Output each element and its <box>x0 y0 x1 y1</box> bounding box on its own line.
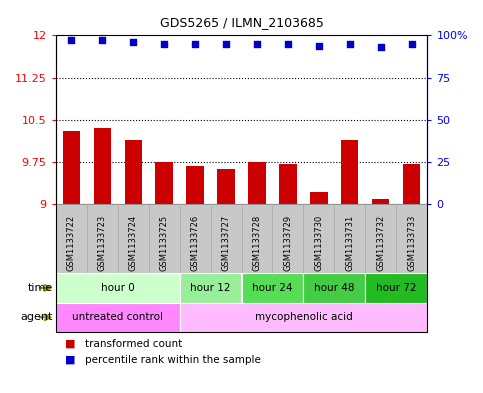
Bar <box>272 204 303 273</box>
Bar <box>186 166 203 204</box>
Bar <box>372 199 389 204</box>
Bar <box>180 204 211 273</box>
Text: hour 0: hour 0 <box>100 283 134 293</box>
Bar <box>334 204 366 273</box>
Point <box>408 40 416 47</box>
Bar <box>303 273 366 303</box>
Text: transformed count: transformed count <box>85 339 182 349</box>
Point <box>222 40 230 47</box>
Bar <box>242 204 272 273</box>
Point <box>284 40 292 47</box>
Bar <box>180 273 242 303</box>
Text: GSM1133726: GSM1133726 <box>190 215 199 271</box>
Text: GSM1133731: GSM1133731 <box>345 215 355 271</box>
Point <box>191 40 199 47</box>
Bar <box>86 204 117 273</box>
Bar <box>156 162 172 204</box>
Text: agent: agent <box>21 312 53 322</box>
Bar <box>397 204 427 273</box>
Bar <box>56 303 180 332</box>
Text: hour 48: hour 48 <box>314 283 355 293</box>
Text: hour 24: hour 24 <box>252 283 293 293</box>
Text: time: time <box>28 283 53 293</box>
Bar <box>280 164 297 204</box>
Text: untreated control: untreated control <box>72 312 163 322</box>
Bar <box>248 162 266 204</box>
Bar <box>56 273 180 303</box>
Text: GSM1133723: GSM1133723 <box>98 215 107 271</box>
Text: GSM1133732: GSM1133732 <box>376 215 385 271</box>
Text: GSM1133730: GSM1133730 <box>314 215 324 271</box>
Text: percentile rank within the sample: percentile rank within the sample <box>85 354 260 365</box>
Text: GSM1133733: GSM1133733 <box>408 215 416 271</box>
Text: ■: ■ <box>65 339 76 349</box>
Bar <box>94 128 111 204</box>
Bar <box>303 204 334 273</box>
Text: GDS5265 / ILMN_2103685: GDS5265 / ILMN_2103685 <box>159 16 324 29</box>
Bar <box>117 204 149 273</box>
Text: hour 72: hour 72 <box>376 283 417 293</box>
Text: GSM1133725: GSM1133725 <box>159 215 169 271</box>
Bar <box>211 204 242 273</box>
Bar <box>56 204 86 273</box>
Bar <box>149 204 180 273</box>
Text: ■: ■ <box>65 354 76 365</box>
Point <box>160 40 168 47</box>
Point <box>315 42 323 49</box>
Text: GSM1133722: GSM1133722 <box>67 215 75 271</box>
Text: GSM1133728: GSM1133728 <box>253 215 261 271</box>
Bar <box>217 169 235 204</box>
Point <box>253 40 261 47</box>
Text: hour 12: hour 12 <box>190 283 231 293</box>
Bar <box>125 140 142 204</box>
Bar <box>341 140 358 204</box>
Bar <box>366 273 427 303</box>
Bar <box>366 204 397 273</box>
Bar <box>403 164 421 204</box>
Point <box>346 40 354 47</box>
Bar <box>62 131 80 204</box>
Text: GSM1133727: GSM1133727 <box>222 215 230 271</box>
Text: GSM1133724: GSM1133724 <box>128 215 138 271</box>
Point <box>377 44 385 50</box>
Bar <box>180 303 427 332</box>
Text: GSM1133729: GSM1133729 <box>284 215 293 271</box>
Bar <box>311 192 327 204</box>
Point <box>98 37 106 44</box>
Point <box>129 39 137 45</box>
Text: mycophenolic acid: mycophenolic acid <box>255 312 353 322</box>
Point <box>67 37 75 44</box>
Bar <box>242 273 303 303</box>
